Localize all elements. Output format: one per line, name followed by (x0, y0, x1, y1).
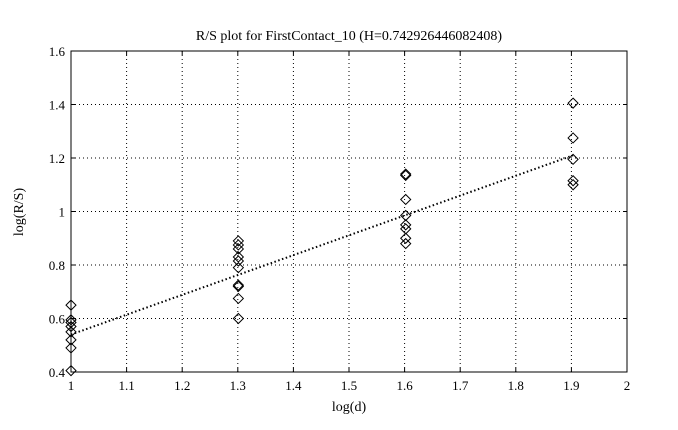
grid-lines (71, 51, 627, 372)
data-point-diamond (65, 342, 77, 354)
x-tick-label: 1.1 (118, 378, 134, 393)
x-tick-label: 1.7 (452, 378, 469, 393)
x-tick-label: 1.2 (174, 378, 190, 393)
x-tick-label: 1.8 (508, 378, 524, 393)
data-point-diamond (65, 326, 77, 338)
x-axis-label: log(d) (332, 400, 367, 415)
data-point-diamond (65, 299, 77, 311)
data-point-diamond (232, 235, 245, 247)
y-tick-label: 1.2 (49, 151, 65, 166)
data-point-diamond (567, 179, 579, 191)
y-tick-label: 1.6 (49, 44, 66, 59)
data-point-diamond (400, 168, 412, 180)
x-tick-label: 1.4 (285, 378, 302, 393)
y-tick-label: 0.6 (49, 312, 66, 327)
data-point-diamond (400, 223, 412, 235)
data-point-diamond (567, 175, 579, 187)
data-point-diamond (400, 219, 412, 231)
data-point-diamond (400, 232, 412, 244)
data-point-diamond (232, 280, 245, 293)
data-point-diamond (567, 97, 579, 109)
data-point-diamond (400, 169, 412, 182)
data-point-diamond (400, 193, 412, 206)
chart-title: R/S plot for FirstContact_10 (H=0.742926… (196, 29, 503, 44)
y-tick-label: 1 (59, 205, 66, 220)
data-point-diamond (232, 279, 245, 291)
x-tick-label: 1.6 (396, 378, 413, 393)
data-point-diamond (232, 312, 245, 325)
y-tick-label: 0.4 (49, 365, 66, 380)
data-points (65, 97, 579, 377)
data-point-diamond (400, 209, 412, 222)
x-tick-label: 1.5 (341, 378, 357, 393)
y-tick-label: 1.4 (49, 98, 66, 113)
data-point-diamond (567, 153, 579, 166)
x-tick-label: 2 (624, 378, 631, 393)
data-point-diamond (232, 239, 245, 251)
data-point-diamond (567, 132, 579, 144)
data-point-diamond (232, 261, 245, 274)
x-tick-label: 1.3 (230, 378, 246, 393)
x-tick-label: 1 (68, 378, 75, 393)
data-point-diamond (232, 251, 245, 263)
data-point-diamond (232, 292, 245, 305)
x-tick-label: 1.9 (563, 378, 579, 393)
fit-line-group (70, 154, 574, 336)
y-tick-label: 0.8 (49, 258, 65, 273)
data-point-diamond (232, 255, 245, 267)
data-point-diamond (65, 334, 77, 346)
data-point-diamond (400, 237, 412, 250)
fit-line (70, 154, 574, 336)
data-point-diamond (65, 364, 77, 377)
axis-ticks: 1 1.1 1.2 1.3 1.4 1.5 1.6 1.7 1.8 1.9 2 0.4 0.6 0.8 1 1… (49, 44, 631, 393)
y-axis-label: log(R/S) (12, 188, 27, 237)
data-point-diamond (65, 314, 77, 326)
